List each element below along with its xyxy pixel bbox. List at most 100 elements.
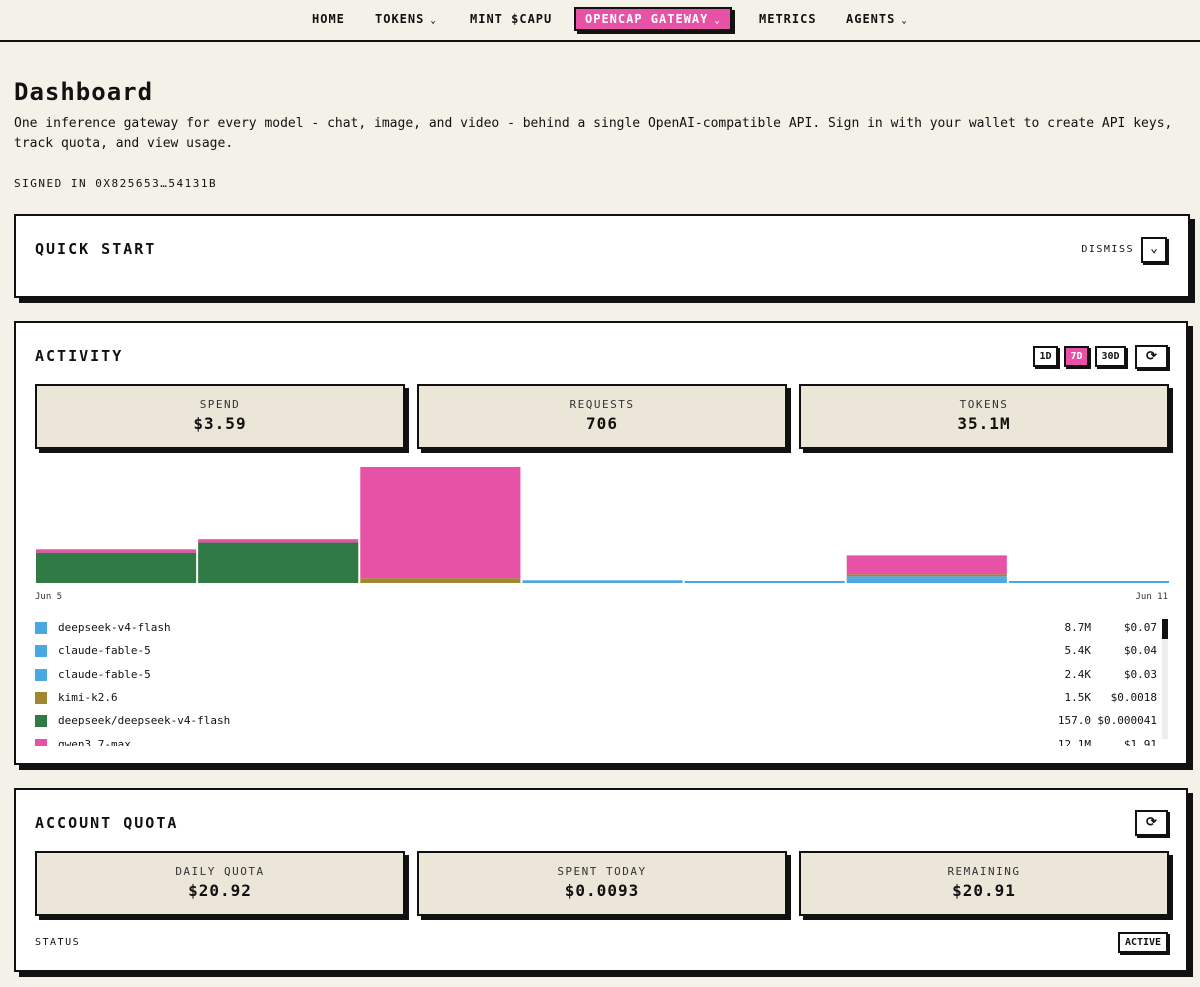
stat-card: SPEND $3.59: [35, 384, 405, 449]
bar-segment: [1008, 580, 1169, 583]
status-badge: ACTIVE: [1118, 932, 1168, 953]
dropdown-caret: ⌄: [714, 16, 721, 26]
stat-card: DAILY QUOTA $20.92: [35, 851, 405, 916]
legend-cost: $0.03: [1123, 667, 1157, 681]
page-title: Dashboard: [14, 78, 154, 106]
collapse-button[interactable]: ⌄: [1141, 237, 1167, 263]
stat-label: REQUESTS: [569, 398, 635, 411]
bar-segment: [198, 539, 359, 543]
panel-title: ACCOUNT QUOTA: [35, 814, 179, 832]
legend-cost: $0.0018: [1110, 690, 1157, 704]
legend-name: kimi-k2.6: [58, 690, 118, 704]
legend-swatch: [35, 622, 47, 634]
bar-segment: [36, 549, 197, 553]
nav-link[interactable]: TOKENS ⌄: [366, 7, 446, 31]
bar-segment: [846, 580, 1007, 583]
bar-segment: [360, 467, 521, 579]
legend-tokens: 12.1M: [1057, 737, 1091, 747]
stat-value: $3.59: [193, 414, 247, 433]
legend-swatch: [35, 715, 47, 728]
refresh-button[interactable]: ⟳: [1135, 345, 1168, 369]
legend-name: qwen3.7-max: [58, 737, 131, 747]
range-button[interactable]: 1D: [1033, 346, 1058, 367]
legend-tokens: 2.4K: [1064, 667, 1092, 681]
legend-swatch: [35, 738, 47, 746]
nav-label: MINT $CAPU: [470, 12, 553, 26]
dismiss-button[interactable]: DISMISS: [1081, 244, 1134, 255]
stat-value: $20.92: [188, 881, 252, 900]
signed-in-label: SIGNED IN: [14, 177, 88, 190]
top-nav: HOME TOKENS ⌄ MINT $CAPU OPENCAP GATEWAY ⌄ MET…: [0, 0, 1200, 42]
legend-cost: $1.91: [1123, 737, 1157, 747]
scrollbar-track: [1162, 619, 1168, 739]
legend: deepseek-v4-flash 8.7M $0.07 claude-fable-5…: [35, 616, 1168, 746]
legend-cost: $0.000041: [1097, 714, 1157, 728]
stat-value: $0.0093: [564, 881, 640, 900]
bar-segment: [846, 555, 1007, 575]
bar-segment: [522, 580, 683, 583]
bar-segment: [846, 578, 1007, 581]
legend-swatch: [35, 691, 47, 704]
activity-chart: Jun 5 Jun 11: [35, 467, 1169, 602]
nav-label: TOKENS: [375, 12, 425, 26]
nav-label: OPENCAP GATEWAY: [585, 12, 709, 26]
description: One inference gateway for every model - …: [14, 116, 1173, 151]
nav-label: METRICS: [759, 12, 817, 26]
activity-panel: ACTIVITY ⟳ Jun 5 Jun 11 deepseek-v4-flash…: [14, 321, 1188, 765]
stat-label: SPEND: [199, 398, 241, 411]
bar-segment: [846, 576, 1007, 579]
legend-item: deepseek/deepseek-v4-flash 157.0 $0.000041: [35, 711, 1157, 731]
legend-name: claude-fable-5: [58, 667, 151, 681]
nav-link[interactable]: MINT $CAPU: [461, 7, 561, 31]
legend-cost: $0.04: [1123, 644, 1157, 658]
scrollbar-thumb[interactable]: [1162, 619, 1168, 639]
wallet-address: 0X825653…54131B: [95, 177, 218, 190]
signed-in: SIGNED IN 0X825653…54131B: [14, 177, 217, 190]
stat-card: SPENT TODAY $0.0093: [417, 851, 787, 916]
nav-label: AGENTS: [846, 12, 896, 26]
dropdown-caret: ⌄: [430, 16, 437, 26]
bar-segment: [36, 552, 197, 583]
stat-label: DAILY QUOTA: [175, 865, 265, 878]
x-tick-label: Jun 11: [1135, 592, 1168, 602]
bar-segment: [684, 580, 845, 583]
range-button[interactable]: 7D: [1064, 346, 1089, 367]
legend-swatch: [35, 668, 47, 681]
stat-label: REMAINING: [947, 865, 1021, 878]
bar-segment: [360, 578, 521, 583]
nav-link[interactable]: HOME: [303, 7, 354, 31]
x-tick-label: Jun 5: [35, 592, 62, 602]
stat-value: 35.1M: [957, 414, 1011, 433]
nav-link[interactable]: METRICS: [750, 7, 826, 31]
legend-tokens: 8.7M: [1064, 621, 1092, 634]
panel-title: QUICK START: [35, 240, 157, 258]
legend-item: claude-fable-5 2.4K $0.03: [35, 665, 1157, 685]
stat-value: 706: [586, 414, 618, 433]
nav-link[interactable]: AGENTS ⌄: [837, 7, 917, 31]
legend-tokens: 157.0: [1057, 714, 1091, 728]
stat-label: TOKENS: [959, 398, 1009, 411]
stat-card: TOKENS 35.1M: [799, 384, 1169, 449]
legend-item: kimi-k2.6 1.5K $0.0018: [35, 688, 1157, 708]
legend-name: deepseek-v4-flash: [58, 621, 171, 634]
legend-tokens: 1.5K: [1064, 690, 1092, 704]
legend-item: deepseek-v4-flash 8.7M $0.07: [35, 618, 1157, 638]
range-button[interactable]: 30D: [1095, 346, 1126, 367]
nav-label: HOME: [312, 12, 345, 26]
bar-segment: [198, 542, 359, 583]
legend-tokens: 5.4K: [1064, 644, 1092, 658]
stat-card: REQUESTS 706: [417, 384, 787, 449]
panel-title: ACTIVITY: [35, 347, 124, 365]
legend-item: claude-fable-5 5.4K $0.04: [35, 641, 1157, 661]
nav-link[interactable]: OPENCAP GATEWAY ⌄: [574, 7, 732, 31]
quota-panel: ACCOUNT QUOTA ⟳ STATUS ACTIVE DAILY QUOT…: [14, 788, 1188, 972]
quick-start-panel: QUICK START DISMISS ⌄: [14, 214, 1190, 298]
legend-swatch: [35, 645, 47, 658]
stat-value: $20.91: [952, 881, 1016, 900]
stat-card: REMAINING $20.91: [799, 851, 1169, 916]
refresh-button[interactable]: ⟳: [1135, 810, 1168, 836]
legend-item: qwen3.7-max 12.1M $1.91: [35, 735, 1157, 747]
legend-name: claude-fable-5: [58, 644, 151, 658]
stat-label: SPENT TODAY: [557, 865, 647, 878]
